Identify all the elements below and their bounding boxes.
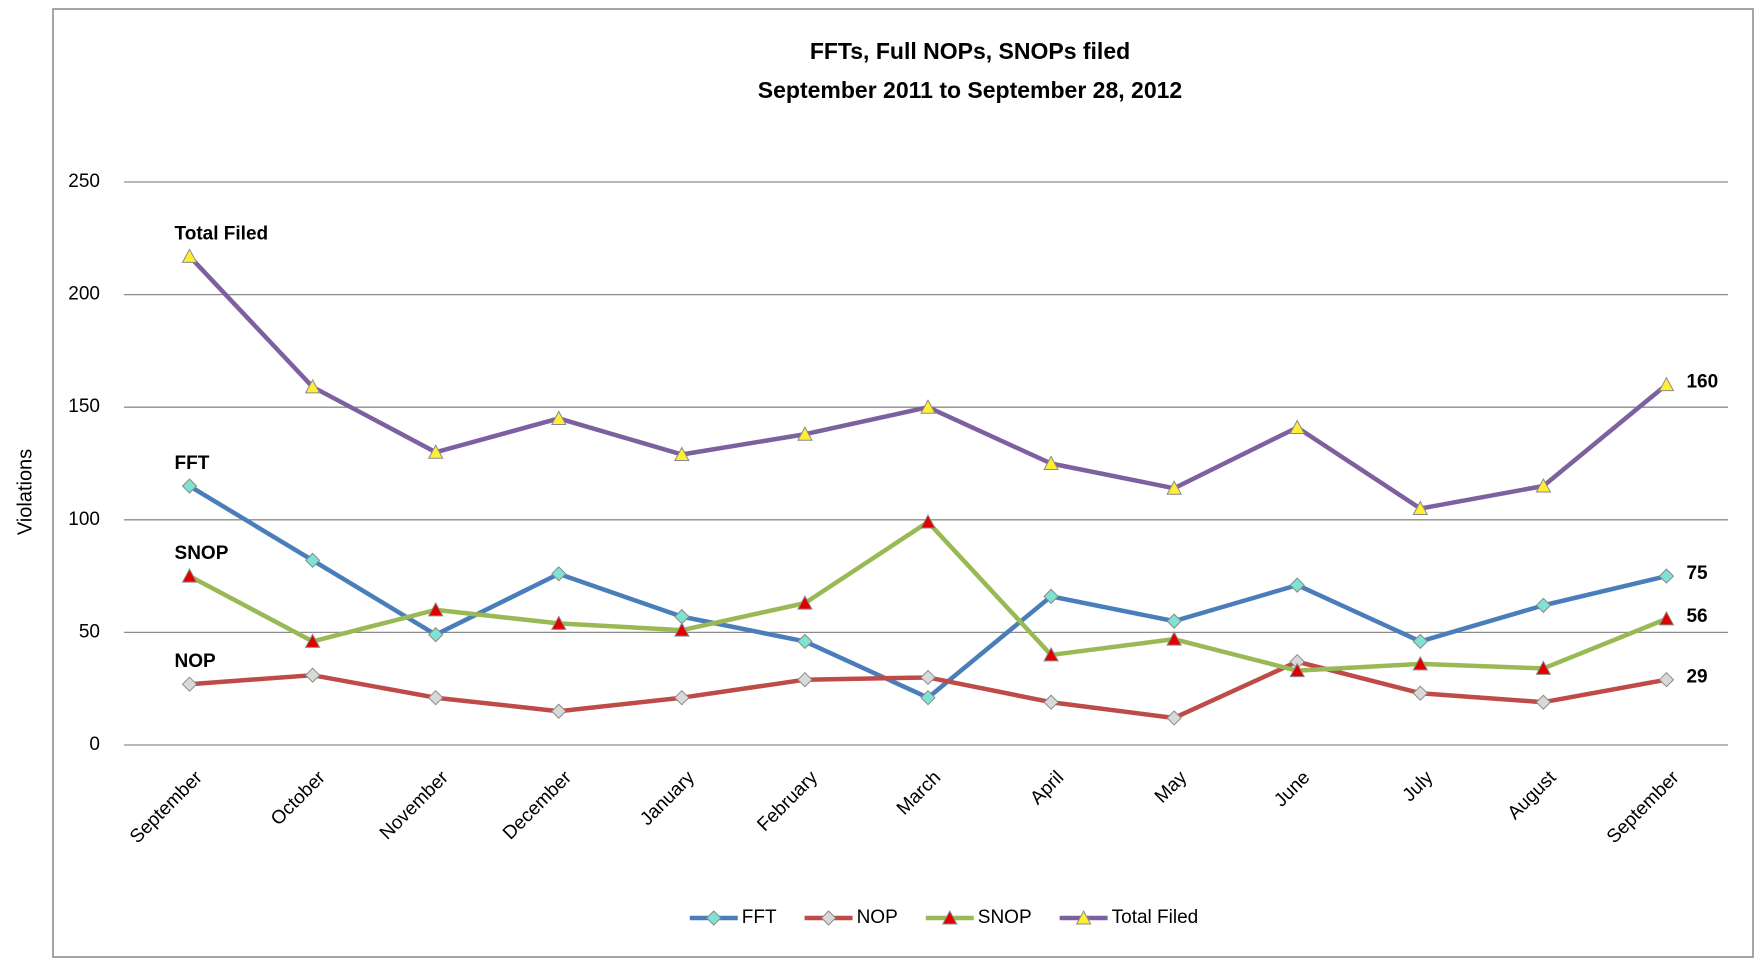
legend-label: NOP — [857, 907, 898, 928]
data-point — [920, 399, 936, 414]
data-point — [427, 444, 444, 459]
legend-marker — [820, 910, 837, 926]
data-point — [181, 248, 198, 263]
data-point — [797, 426, 813, 441]
y-axis-label: Violations — [14, 449, 36, 535]
data-point — [1043, 694, 1059, 710]
data-point — [920, 513, 936, 529]
data-point — [1166, 631, 1182, 646]
data-point — [674, 622, 690, 637]
series-label: NOP — [175, 651, 217, 672]
data-label: 29 — [1686, 667, 1707, 688]
data-point — [920, 690, 936, 706]
data-point — [1166, 480, 1182, 495]
data-point — [1289, 662, 1306, 678]
legend-label: SNOP — [978, 907, 1032, 928]
data-point — [181, 478, 198, 494]
y-tick-label: 200 — [68, 284, 100, 305]
data-point — [1535, 597, 1552, 614]
data-point — [551, 566, 567, 582]
series-label: Total Filed — [175, 223, 269, 244]
data-point — [1535, 660, 1552, 675]
data-point — [304, 633, 321, 648]
data-point — [1658, 568, 1675, 584]
data-point — [1658, 376, 1675, 392]
data-point — [551, 703, 567, 719]
data-point — [674, 446, 690, 461]
data-point — [427, 626, 444, 643]
y-tick-label: 0 — [89, 734, 100, 755]
y-tick-label: 250 — [68, 171, 100, 192]
legend-marker — [1075, 909, 1092, 925]
data-point — [304, 667, 321, 683]
chart-subtitle: September 2011 to September 28, 2012 — [758, 77, 1182, 103]
data-point — [1535, 694, 1552, 710]
y-tick-label: 100 — [68, 509, 100, 530]
data-point — [550, 615, 567, 630]
data-point — [304, 378, 321, 394]
data-label: 75 — [1686, 563, 1708, 584]
chart-title: FFTs, Full NOPs, SNOPs filed — [810, 38, 1130, 64]
data-point — [427, 690, 444, 706]
data-point — [797, 595, 813, 610]
data-point — [1535, 477, 1552, 493]
legend-label: FFT — [742, 907, 777, 928]
data-point — [550, 410, 567, 425]
data-point — [1412, 500, 1429, 516]
data-label: 160 — [1686, 372, 1718, 393]
data-point — [1166, 710, 1182, 726]
data-point — [674, 690, 690, 706]
series-label: FFT — [175, 453, 210, 474]
data-point — [1289, 419, 1306, 434]
data-point — [1412, 685, 1429, 701]
data-point — [181, 568, 198, 583]
data-point — [1043, 646, 1059, 662]
legend-label: Total Filed — [1112, 907, 1199, 928]
data-point — [1412, 633, 1429, 650]
data-point — [1289, 577, 1305, 593]
data-point — [427, 601, 444, 617]
chart-frame — [52, 8, 1754, 958]
y-tick-label: 50 — [79, 621, 100, 642]
y-tick-label: 150 — [68, 396, 100, 417]
data-point — [1658, 671, 1675, 688]
data-point — [1166, 613, 1182, 629]
legend-marker — [941, 909, 958, 925]
data-point — [797, 671, 813, 688]
data-point — [1658, 610, 1675, 626]
data-point — [1043, 455, 1059, 470]
data-point — [797, 633, 813, 650]
data-point — [181, 676, 198, 692]
series-label: SNOP — [175, 543, 229, 564]
data-point — [1043, 588, 1059, 605]
legend-marker — [706, 910, 722, 926]
data-point — [920, 669, 936, 686]
data-point — [1412, 655, 1429, 671]
data-label: 56 — [1686, 606, 1707, 627]
data-point — [304, 552, 321, 569]
